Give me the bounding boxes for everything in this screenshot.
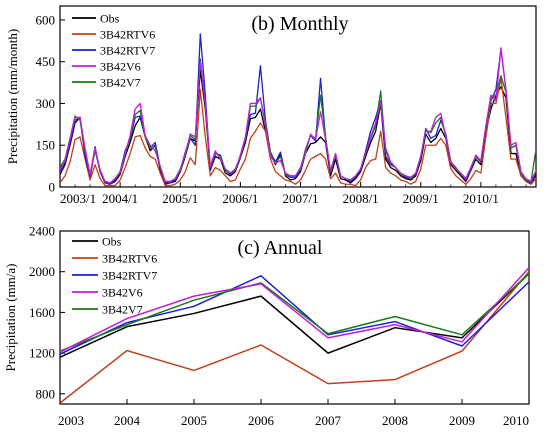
series-line-3b42rtv6 <box>60 77 536 187</box>
y-tick-label: 600 <box>36 12 56 27</box>
y-tick-label: 2000 <box>29 264 55 279</box>
plot-frame <box>59 5 537 188</box>
legend-label: Obs <box>102 235 122 249</box>
x-tick-label: 2003 <box>58 413 84 428</box>
y-tick-label: 1200 <box>29 346 55 361</box>
y-tick-label: 800 <box>36 386 56 401</box>
y-tick-label: 2400 <box>29 224 55 239</box>
series-line-obs <box>60 273 529 358</box>
x-tick-label: 2004 <box>114 413 141 428</box>
y-tick-label: 0 <box>49 180 56 195</box>
x-tick-label: 2006/1 <box>222 191 258 206</box>
series-line-3b42v6 <box>60 267 529 353</box>
chart-title: (c) Annual <box>238 237 323 259</box>
legend-label: Obs <box>100 12 120 26</box>
series-line-3b42rtv6 <box>60 271 529 404</box>
x-tick-label: 2009/1 <box>403 191 439 206</box>
y-axis-label: Precipitation (mm/a) <box>3 264 18 372</box>
legend-label: 3B42RTV7 <box>100 44 155 58</box>
legend-label: 3B42V7 <box>100 76 141 90</box>
y-axis-label: Precipitation (mm/month) <box>5 29 20 164</box>
x-tick-label: 2009 <box>449 413 475 428</box>
x-tick-label: 2007 <box>315 413 342 428</box>
x-tick-label: 2005/1 <box>162 191 198 206</box>
x-tick-label: 2006 <box>248 413 275 428</box>
panel-0 <box>59 5 537 188</box>
x-tick-label: 2008 <box>382 413 408 428</box>
plot-frame <box>59 230 530 405</box>
series-line-3b42v7 <box>60 273 529 352</box>
x-tick-label: 2003/1 <box>60 191 96 206</box>
series-line-obs <box>60 69 536 185</box>
x-tick-label: 2010 <box>503 413 529 428</box>
legend-label: 3B42V6 <box>100 60 141 74</box>
x-tick-label: 2008/1 <box>343 191 379 206</box>
legend-label: 3B42V6 <box>102 286 143 300</box>
y-tick-label: 1600 <box>29 305 55 320</box>
legend-label: 3B42RTV6 <box>102 252 157 266</box>
x-tick-label: 2005 <box>181 413 207 428</box>
x-tick-label: 2004/1 <box>102 191 138 206</box>
y-tick-label: 150 <box>36 138 56 153</box>
legend-label: 3B42V7 <box>102 303 143 317</box>
panel-1 <box>59 230 530 405</box>
y-tick-label: 300 <box>36 96 56 111</box>
legend-label: 3B42RTV6 <box>100 28 155 42</box>
y-tick-label: 450 <box>36 54 56 69</box>
x-tick-label: 2007/1 <box>282 191 318 206</box>
series-line-3b42v6 <box>60 47 536 184</box>
legend-label: 3B42RTV7 <box>102 269 157 283</box>
x-tick-label: 2010/1 <box>463 191 499 206</box>
chart-title: (b) Monthly <box>251 13 348 35</box>
